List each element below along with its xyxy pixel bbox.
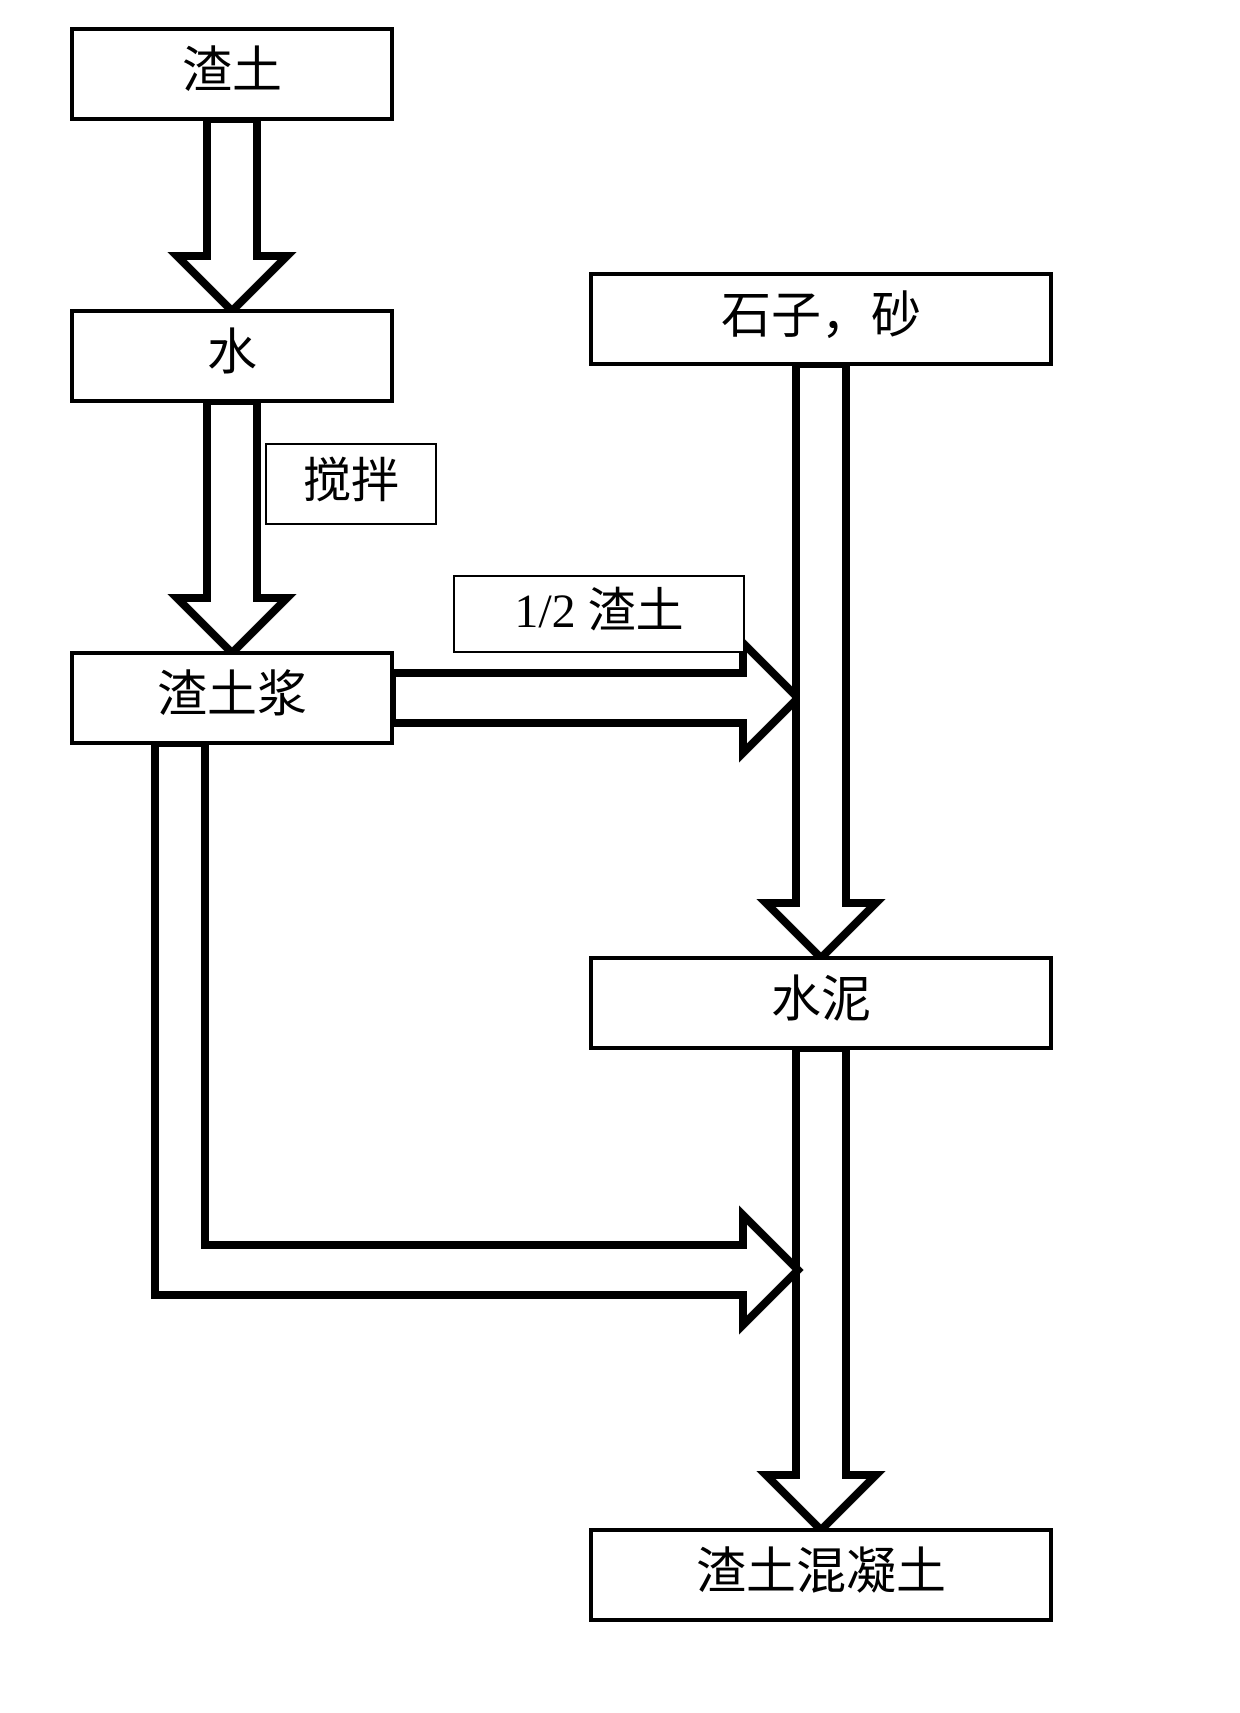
- arrow-water_to_slurry: [177, 401, 287, 653]
- label-slag: 渣土: [182, 42, 282, 98]
- node-mix_label: 搅拌: [266, 444, 436, 524]
- label-half_label: 1/2 渣土: [514, 585, 683, 638]
- node-product: 渣土混凝土: [591, 1530, 1051, 1620]
- label-stone_sand: 石子，砂: [721, 287, 921, 343]
- arrow-stone_to_cement: [766, 364, 876, 958]
- node-water: 水: [72, 311, 392, 401]
- node-cement: 水泥: [591, 958, 1051, 1048]
- node-stone_sand: 石子，砂: [591, 274, 1051, 364]
- node-slag: 渣土: [72, 29, 392, 119]
- node-half_label: 1/2 渣土: [454, 576, 744, 652]
- label-cement: 水泥: [771, 971, 871, 1027]
- node-slurry: 渣土浆: [72, 653, 392, 743]
- label-water: 水: [207, 324, 257, 380]
- arrow-slurry_to_cement: [392, 643, 798, 753]
- label-mix_label: 搅拌: [303, 455, 399, 508]
- label-product: 渣土混凝土: [696, 1543, 946, 1599]
- arrow-slag_to_water: [177, 119, 287, 311]
- label-slurry: 渣土浆: [157, 666, 307, 722]
